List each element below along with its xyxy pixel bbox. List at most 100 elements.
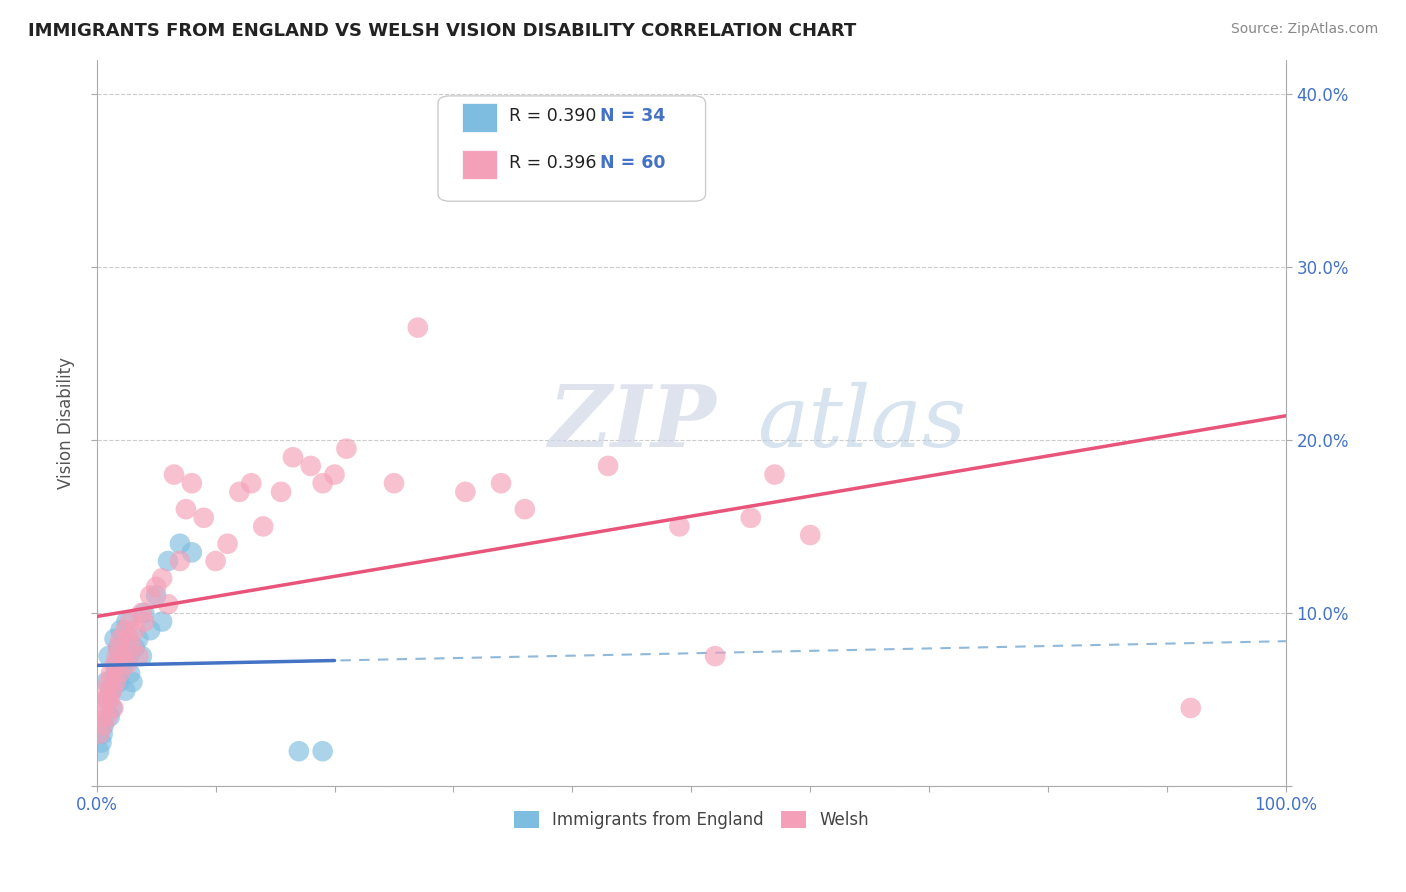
Point xyxy=(217,537,239,551)
Point xyxy=(90,735,112,749)
Point xyxy=(111,649,134,664)
Point xyxy=(90,709,112,723)
Point xyxy=(145,580,167,594)
Point xyxy=(101,683,124,698)
Point xyxy=(101,701,124,715)
Point xyxy=(169,537,191,551)
Point xyxy=(96,683,118,698)
Point xyxy=(174,502,197,516)
Point xyxy=(87,727,110,741)
Point xyxy=(104,675,127,690)
Point xyxy=(96,709,118,723)
Text: Source: ZipAtlas.com: Source: ZipAtlas.com xyxy=(1230,22,1378,37)
Point xyxy=(93,701,115,715)
Point xyxy=(489,476,512,491)
Point xyxy=(740,510,762,524)
Point xyxy=(299,458,322,473)
Point xyxy=(110,632,132,646)
Point xyxy=(100,666,122,681)
Point xyxy=(115,615,138,629)
Point xyxy=(124,623,146,637)
Point xyxy=(97,649,120,664)
Point xyxy=(252,519,274,533)
Y-axis label: Vision Disability: Vision Disability xyxy=(58,357,75,489)
Point xyxy=(107,640,129,655)
Point xyxy=(124,640,146,655)
Point xyxy=(157,597,180,611)
Point xyxy=(98,692,121,706)
Point xyxy=(96,692,118,706)
Point xyxy=(311,476,333,491)
Point xyxy=(131,649,153,664)
Point xyxy=(118,632,141,646)
Point xyxy=(311,744,333,758)
Point xyxy=(121,675,143,690)
Point xyxy=(93,718,115,732)
Point xyxy=(108,675,131,690)
Point xyxy=(163,467,186,482)
Point xyxy=(382,476,405,491)
Point xyxy=(108,666,131,681)
Point xyxy=(228,484,250,499)
Point xyxy=(180,545,202,559)
Point xyxy=(134,606,156,620)
Point xyxy=(91,718,114,732)
Point xyxy=(105,649,128,664)
Point xyxy=(270,484,292,499)
Text: ZIP: ZIP xyxy=(548,381,717,465)
Point xyxy=(180,476,202,491)
Point xyxy=(145,589,167,603)
Point xyxy=(799,528,821,542)
Point xyxy=(150,571,173,585)
Point xyxy=(204,554,226,568)
Point xyxy=(87,744,110,758)
Point xyxy=(454,484,477,499)
Point xyxy=(131,606,153,620)
Point xyxy=(335,442,357,456)
Point xyxy=(134,615,156,629)
Point xyxy=(169,554,191,568)
Point xyxy=(110,623,132,637)
Point xyxy=(1180,701,1202,715)
Point xyxy=(97,675,120,690)
FancyBboxPatch shape xyxy=(439,96,706,202)
Point xyxy=(114,683,136,698)
Point xyxy=(105,657,128,672)
Legend: Immigrants from England, Welsh: Immigrants from England, Welsh xyxy=(508,804,876,836)
Point xyxy=(107,640,129,655)
Text: R = 0.390: R = 0.390 xyxy=(509,107,596,125)
Point xyxy=(114,623,136,637)
Point xyxy=(240,476,263,491)
Text: IMMIGRANTS FROM ENGLAND VS WELSH VISION DISABILITY CORRELATION CHART: IMMIGRANTS FROM ENGLAND VS WELSH VISION … xyxy=(28,22,856,40)
FancyBboxPatch shape xyxy=(461,151,498,179)
Point xyxy=(91,727,114,741)
Point xyxy=(596,458,619,473)
Point xyxy=(118,615,141,629)
Point xyxy=(763,467,786,482)
Point xyxy=(127,632,149,646)
Point xyxy=(406,320,429,334)
Point xyxy=(115,657,138,672)
Text: atlas: atlas xyxy=(756,382,966,464)
Point xyxy=(118,666,141,681)
Point xyxy=(139,623,162,637)
Point xyxy=(193,510,215,524)
Point xyxy=(94,692,117,706)
Point xyxy=(150,615,173,629)
Point xyxy=(104,666,127,681)
Point xyxy=(121,640,143,655)
Point xyxy=(103,701,125,715)
Point xyxy=(323,467,346,482)
Point xyxy=(513,502,536,516)
Point xyxy=(118,649,141,664)
Point xyxy=(103,632,125,646)
Point xyxy=(98,709,121,723)
Point xyxy=(157,554,180,568)
Text: R = 0.396: R = 0.396 xyxy=(509,153,598,172)
Text: N = 60: N = 60 xyxy=(600,153,665,172)
Point xyxy=(139,589,162,603)
Point xyxy=(111,657,134,672)
Point xyxy=(704,649,727,664)
Point xyxy=(288,744,311,758)
FancyBboxPatch shape xyxy=(461,103,498,132)
